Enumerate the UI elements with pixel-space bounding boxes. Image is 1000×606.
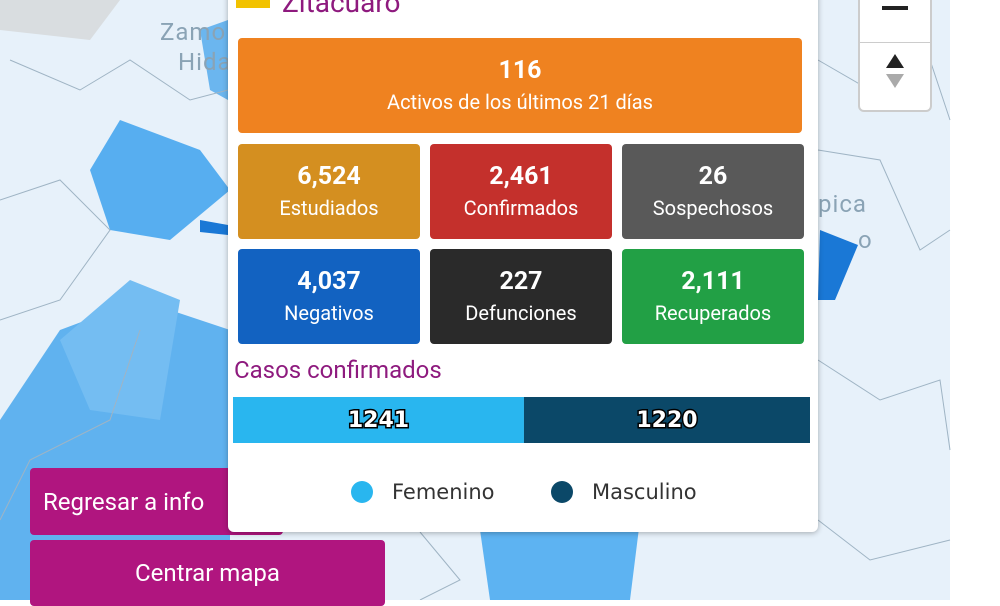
stat-label: Confirmados: [463, 195, 579, 220]
bar-segment: [233, 397, 524, 443]
map-label: Hida: [178, 48, 232, 76]
stat-label: Estudiados: [279, 195, 379, 220]
stat-value: 26: [698, 161, 728, 191]
legend-marker: [351, 481, 373, 503]
popup-title: Zitacuaro: [282, 0, 401, 19]
stacked-bar: 1241 1220: [233, 397, 810, 443]
stat-card: 26 Sospechosos: [622, 144, 804, 239]
summary-card: 116 Activos de los últimos 21 días: [238, 38, 802, 133]
stat-card: 6,524 Estudiados: [238, 144, 420, 239]
bar-segment: [523, 397, 810, 443]
stat-value: 4,037: [297, 266, 361, 296]
stat-card: 4,037 Negativos: [238, 249, 420, 344]
stat-value: 227: [499, 266, 543, 296]
stat-label: Negativos: [284, 300, 374, 325]
bar-label: 1241: [348, 408, 409, 433]
map-label: o: [858, 226, 873, 254]
stat-label: Sospechosos: [652, 195, 774, 220]
flag-icon: [236, 0, 270, 8]
stat-label: Recuperados: [654, 300, 772, 325]
legend-label: Masculino: [592, 480, 697, 504]
button[interactable]: Centrar mapa: [30, 540, 385, 606]
summary-label: Activos de los últimos 21 días: [387, 89, 653, 114]
bar-label: 1220: [636, 408, 697, 433]
map-label: Zamo: [160, 18, 227, 46]
legend: Femenino Masculino: [351, 480, 697, 504]
zoom-control[interactable]: [858, 0, 932, 112]
stat-label: Defunciones: [465, 300, 577, 325]
legend-label: Femenino: [392, 480, 495, 504]
stat-card: 2,111 Recuperados: [622, 249, 804, 344]
stat-value: 2,461: [489, 161, 553, 191]
legend-marker: [551, 481, 573, 503]
section-title: Casos confirmados: [234, 356, 442, 384]
map-label: pica: [818, 190, 867, 218]
stat-card: 227 Defunciones: [430, 249, 612, 344]
compass[interactable]: [860, 48, 930, 108]
stat-value: 2,111: [681, 266, 745, 296]
summary-value: 116: [498, 55, 542, 85]
stat-card: 2,461 Confirmados: [430, 144, 612, 239]
stat-value: 6,524: [297, 161, 361, 191]
